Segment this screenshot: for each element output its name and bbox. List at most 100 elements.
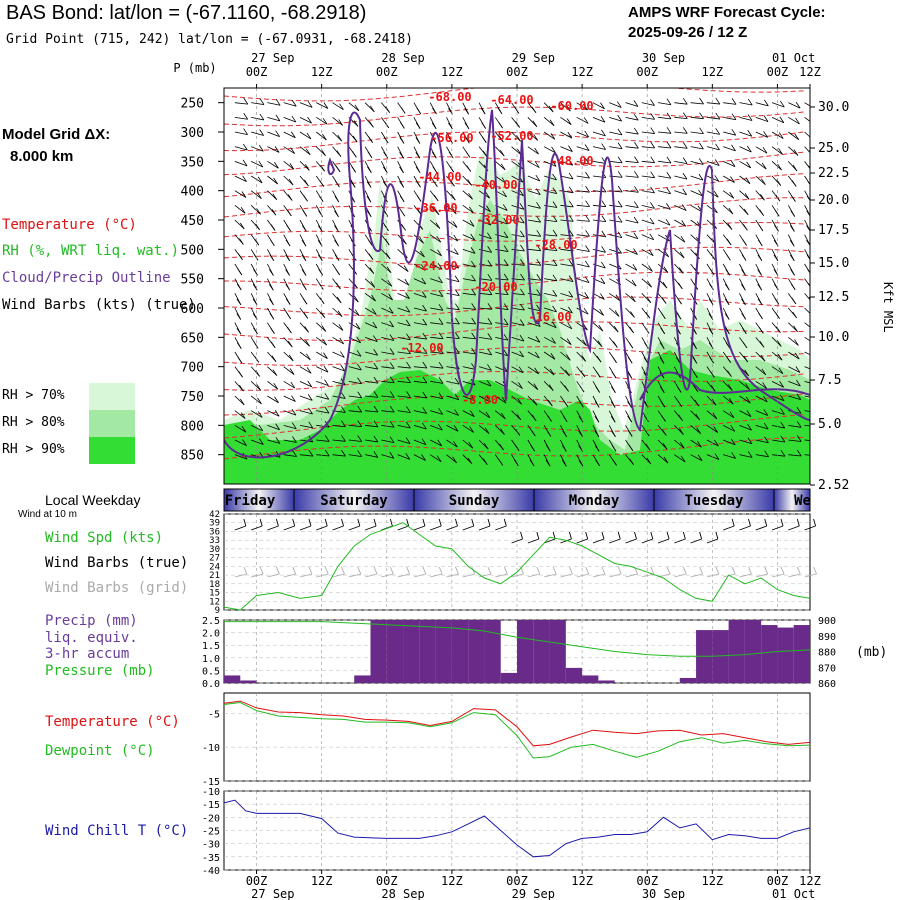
wind-barb-flag bbox=[698, 158, 704, 165]
pressure-tick-label: 750 bbox=[181, 390, 204, 405]
wind-barb-staff bbox=[332, 336, 344, 345]
wind-barb-flag bbox=[253, 327, 258, 335]
wind-barb-flag bbox=[567, 131, 573, 139]
pressure-tick-label: 890 bbox=[818, 632, 836, 643]
wind-barb-flag bbox=[354, 295, 359, 303]
wind-barb-flag bbox=[715, 128, 721, 135]
wind-barb-flag bbox=[269, 298, 274, 306]
wind-barb-staff bbox=[511, 307, 525, 311]
wind-barb-staff bbox=[723, 424, 735, 432]
wind-barb-flag bbox=[438, 332, 444, 339]
wind-barb-flag bbox=[481, 122, 486, 129]
wind-barb-staff bbox=[788, 395, 801, 401]
wind-barb-flag bbox=[241, 191, 247, 198]
wind-barb-flag bbox=[681, 204, 687, 211]
wind-barb-flag bbox=[741, 284, 746, 291]
wind-barb-grid bbox=[478, 573, 492, 578]
wind-barb-flag bbox=[552, 229, 558, 237]
wind-barb-flag bbox=[779, 116, 785, 123]
wind-barb-staff bbox=[706, 102, 720, 105]
wind-barb-flag bbox=[757, 298, 763, 305]
wind-barb-flag bbox=[634, 142, 639, 149]
wind-barb-grid-flag bbox=[308, 566, 313, 575]
wind-barb-flag bbox=[341, 406, 346, 413]
wind-barb-flag bbox=[532, 399, 538, 406]
wind-barb-true-flag bbox=[796, 518, 800, 527]
wind-barb-flag bbox=[551, 146, 556, 154]
legend-rh: RH (%, WRT liq. wat.) bbox=[2, 243, 180, 259]
wind-barb-staff bbox=[381, 380, 395, 384]
wind-barb-flag bbox=[503, 333, 509, 341]
wind-barb-staff bbox=[413, 278, 426, 285]
wind-barb-true bbox=[413, 525, 426, 531]
wind-barb-flag bbox=[694, 399, 700, 407]
wind-barb-staff bbox=[478, 439, 489, 450]
wind-barb-staff bbox=[625, 248, 638, 255]
wind-barb-flag bbox=[726, 356, 731, 363]
wind-barb-staff bbox=[739, 131, 752, 137]
precip-tick-label: 0.0 bbox=[202, 679, 220, 690]
wind-barb-flag bbox=[467, 457, 473, 465]
wind-barb-staff bbox=[250, 160, 263, 168]
wind-barb-staff bbox=[706, 395, 717, 406]
wind-barb-staff bbox=[462, 190, 473, 200]
wind-barb-flag bbox=[601, 215, 607, 222]
wind-barb-staff bbox=[283, 161, 295, 170]
wind-barb-staff bbox=[576, 175, 590, 179]
wind-barb-flag bbox=[353, 120, 359, 127]
wind-barb-staff bbox=[543, 366, 555, 376]
wind-barb-staff bbox=[381, 410, 395, 413]
wind-barb-flag bbox=[341, 435, 346, 442]
wind-barb-flag bbox=[259, 98, 265, 105]
wind-barb-flag bbox=[471, 288, 476, 296]
wind-barb-flag bbox=[270, 224, 276, 231]
wind-chill-panel: -10-15-20-25-30-35-40 bbox=[202, 787, 811, 877]
wind-barb-flag bbox=[794, 133, 800, 140]
precip-bar bbox=[582, 675, 599, 683]
wind-barb-staff bbox=[348, 307, 360, 317]
wind-barb-staff bbox=[658, 102, 671, 106]
wind-barb-flag bbox=[520, 244, 525, 252]
wind-barb-flag bbox=[806, 195, 810, 202]
wind-barb-flag bbox=[614, 310, 620, 317]
wind-barb-flag bbox=[791, 297, 797, 305]
wind-barb-flag bbox=[368, 136, 373, 143]
legend-wind-barbs-grid: Wind Barbs (grid) bbox=[45, 580, 189, 596]
wind-barb-staff bbox=[592, 292, 605, 300]
precip-bar bbox=[549, 620, 566, 683]
wind-barb-staff bbox=[478, 234, 492, 240]
wind-barb-flag bbox=[681, 220, 687, 227]
wind-barb-grid bbox=[462, 573, 475, 578]
top-hour-label: 00Z bbox=[246, 65, 268, 79]
pressure-tick-label: 500 bbox=[181, 243, 204, 258]
wind-barb-staff bbox=[592, 190, 606, 193]
wind-barb-flag bbox=[582, 339, 587, 346]
cloud-outline bbox=[639, 371, 810, 401]
wind-barb-flag bbox=[680, 235, 686, 243]
wind-barb-staff bbox=[755, 351, 766, 362]
wind-barb-flag bbox=[468, 441, 474, 449]
wind-barb-flag bbox=[367, 166, 372, 173]
wind-barb-staff bbox=[478, 395, 491, 403]
wind-barb-flag bbox=[421, 454, 426, 461]
weekday-name: Monday bbox=[569, 493, 620, 509]
wind-barb-staff bbox=[315, 131, 327, 141]
wind-barb-staff bbox=[739, 439, 753, 445]
wind-barb-staff bbox=[283, 424, 297, 430]
wind-barb-staff bbox=[739, 116, 753, 121]
wind-barb-staff bbox=[364, 351, 378, 356]
wind-barb-flag bbox=[666, 156, 672, 164]
wind-barb-staff bbox=[397, 395, 411, 398]
wind-barb-true-flag bbox=[243, 518, 247, 527]
isotherm-line bbox=[224, 321, 807, 341]
wind-barb-flag bbox=[306, 353, 311, 361]
wind-barb-flag bbox=[741, 313, 747, 320]
wind-barb-flag bbox=[241, 425, 247, 433]
wind-barb-flag bbox=[275, 99, 281, 106]
wind-barb-staff bbox=[723, 454, 736, 459]
wind-barb-flag bbox=[792, 311, 798, 319]
wind-barb-flag bbox=[814, 435, 818, 441]
wind-barb-flag bbox=[499, 135, 504, 143]
wind-barb-flag bbox=[742, 341, 748, 349]
